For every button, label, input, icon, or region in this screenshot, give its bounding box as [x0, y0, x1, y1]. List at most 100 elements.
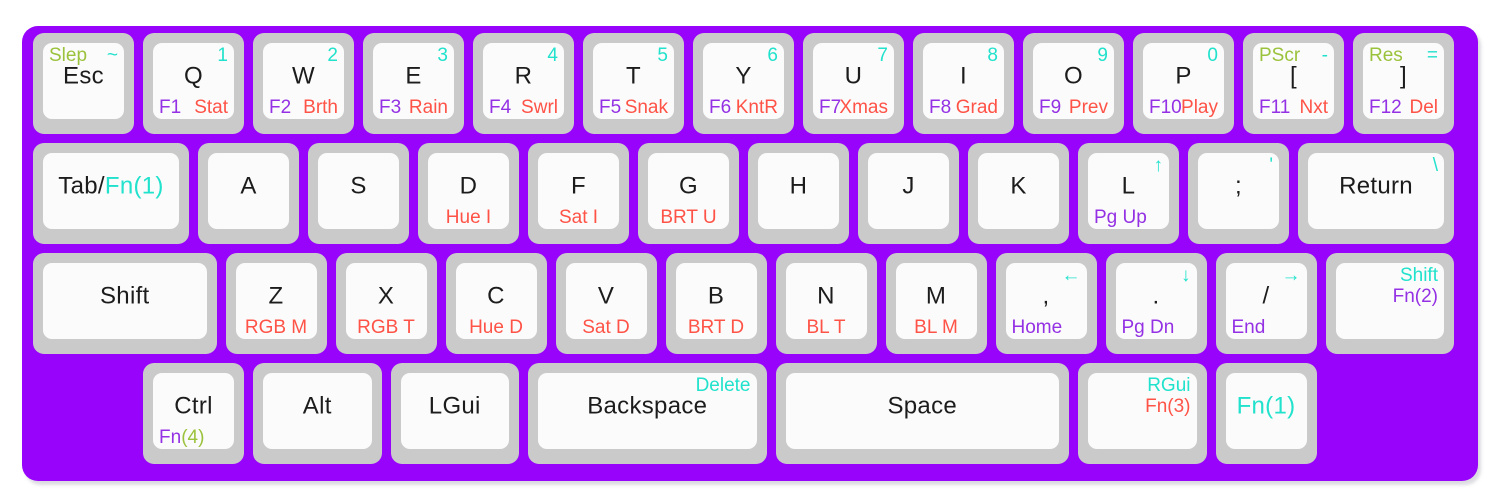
key-legend: Esc [63, 62, 104, 90]
key-f[interactable]: F Sat I [528, 143, 629, 244]
key-fn3[interactable]: RGui Fn(3) [1078, 363, 1207, 464]
keytop: 5 T F5 Snak [593, 43, 674, 119]
key-legend-segment: Tab/ [58, 172, 105, 200]
key-legend: P [1175, 62, 1192, 90]
key-comma[interactable]: ←, Home [995, 253, 1097, 354]
key-legend: E [405, 62, 422, 90]
key-a[interactable]: A [198, 143, 299, 244]
key-h[interactable]: H [748, 143, 849, 244]
keytop: 4 R F4 Swrl [483, 43, 564, 119]
keytop: Space [785, 373, 1059, 449]
key-legend: KntR [735, 96, 778, 118]
key-legend: PScr [1259, 45, 1301, 66]
key-r[interactable]: 4 R F4 Swrl [473, 33, 574, 134]
key-lgui[interactable]: LGui [390, 363, 519, 464]
key-legend: RGB T [357, 316, 415, 338]
keytop: Alt [263, 373, 372, 449]
key-backspace[interactable]: Delete Backspace [528, 363, 767, 464]
key-legend: D [459, 172, 478, 200]
key-o[interactable]: 9 O F9 Prev [1023, 33, 1124, 134]
key-m[interactable]: M BL M [885, 253, 987, 354]
key-legend: B [707, 282, 725, 310]
keytop: 1 Q F1 Stat [153, 43, 234, 119]
key-c[interactable]: C Hue D [445, 253, 547, 354]
key-z[interactable]: Z RGB M [225, 253, 327, 354]
key-left-bracket[interactable]: PScr - [F11 Nxt [1243, 33, 1344, 134]
key-legend: Hue I [445, 206, 492, 228]
key-legend: T [626, 62, 641, 90]
key-legend: / [1262, 282, 1270, 310]
key-fn1[interactable]: Fn(1) [1215, 363, 1317, 464]
key-legend: Del [1409, 96, 1438, 118]
key-legend: Home [1011, 316, 1063, 338]
key-legend: BRT D [687, 316, 745, 338]
key-legend: Fn(1) [1236, 392, 1296, 420]
key-t[interactable]: 5 T F5 Snak [583, 33, 684, 134]
key-legend: C [487, 282, 505, 310]
key-legend: LGui [428, 392, 481, 420]
key-return[interactable]: \ Return [1298, 143, 1454, 244]
key-legend-segment: (4) [181, 426, 205, 448]
key-y[interactable]: 6 Y F6 KntR [693, 33, 794, 134]
key-legend: 1 [217, 45, 228, 66]
key-legend: 2 [327, 45, 338, 66]
keytop: '; [1198, 153, 1279, 229]
key-period[interactable]: ↓. Pg Dn [1105, 253, 1207, 354]
key-right-shift[interactable]: Shift Fn(2) [1325, 253, 1454, 354]
key-legend: Sat I [558, 206, 599, 228]
keytop: J [868, 153, 949, 229]
key-legend: H [789, 172, 808, 200]
key-legend: Nxt [1299, 96, 1329, 118]
keytop: Tab/Fn(1) [43, 153, 179, 229]
keytop: 6 Y F6 KntR [703, 43, 784, 119]
key-legend: Space [887, 392, 958, 420]
key-space[interactable]: Space [775, 363, 1069, 464]
key-legend: Sat D [582, 316, 630, 338]
key-g[interactable]: G BRT U [638, 143, 739, 244]
key-legend: Play [1181, 96, 1218, 118]
key-p[interactable]: 0 P F10 Play [1133, 33, 1234, 134]
key-i[interactable]: 8 I F8 Grad [913, 33, 1014, 134]
keytop: Delete Backspace [538, 373, 757, 449]
key-legend: Hue D [469, 316, 523, 338]
key-legend: RGB M [244, 316, 308, 338]
key-tab[interactable]: Tab/Fn(1) [33, 143, 189, 244]
keytop: Ctrl Fn(4) [153, 373, 234, 449]
key-s[interactable]: S [308, 143, 409, 244]
key-ctrl[interactable]: Ctrl Fn(4) [143, 363, 244, 464]
keytop: 9 O F9 Prev [1033, 43, 1114, 119]
key-b[interactable]: B BRT D [665, 253, 767, 354]
key-d[interactable]: D Hue I [418, 143, 519, 244]
keytop: ↓. Pg Dn [1115, 263, 1197, 339]
key-q[interactable]: 1 Q F1 Stat [143, 33, 244, 134]
key-legend: Pg Dn [1121, 316, 1175, 338]
key-u[interactable]: 7 U F7 Xmas [803, 33, 904, 134]
key-legend: F5 [599, 96, 622, 118]
key-legend: Pg Up [1094, 206, 1147, 228]
key-slash[interactable]: → / End [1215, 253, 1317, 354]
key-j[interactable]: J [858, 143, 959, 244]
key-k[interactable]: K [968, 143, 1069, 244]
keytop: F Sat I [538, 153, 619, 229]
key-legend: 4 [547, 45, 558, 66]
key-esc[interactable]: Slep ~ Esc [33, 33, 134, 134]
key-legend: V [597, 282, 615, 310]
keytop: S [318, 153, 399, 229]
key-right-bracket[interactable]: Res =] F12 Del [1353, 33, 1454, 134]
key-n[interactable]: N BL T [775, 253, 877, 354]
key-x[interactable]: X RGB T [335, 253, 437, 354]
key-legend: Backspace [587, 392, 708, 420]
key-alt[interactable]: Alt [253, 363, 382, 464]
key-left-shift[interactable]: Shift [33, 253, 217, 354]
key-e[interactable]: 3 E F3 Rain [363, 33, 464, 134]
key-legend: Tab/Fn(1) [43, 172, 179, 201]
key-legend: F7 [819, 96, 842, 118]
keytop: \ Return [1308, 153, 1444, 229]
key-v[interactable]: V Sat D [555, 253, 657, 354]
key-legend: F8 [929, 96, 952, 118]
key-l[interactable]: ↑ L Pg Up [1078, 143, 1179, 244]
key-legend: F9 [1039, 96, 1062, 118]
key-w[interactable]: 2 W F2 Brth [253, 33, 354, 134]
key-semicolon[interactable]: '; [1188, 143, 1289, 244]
key-legend: \ [1432, 155, 1438, 176]
